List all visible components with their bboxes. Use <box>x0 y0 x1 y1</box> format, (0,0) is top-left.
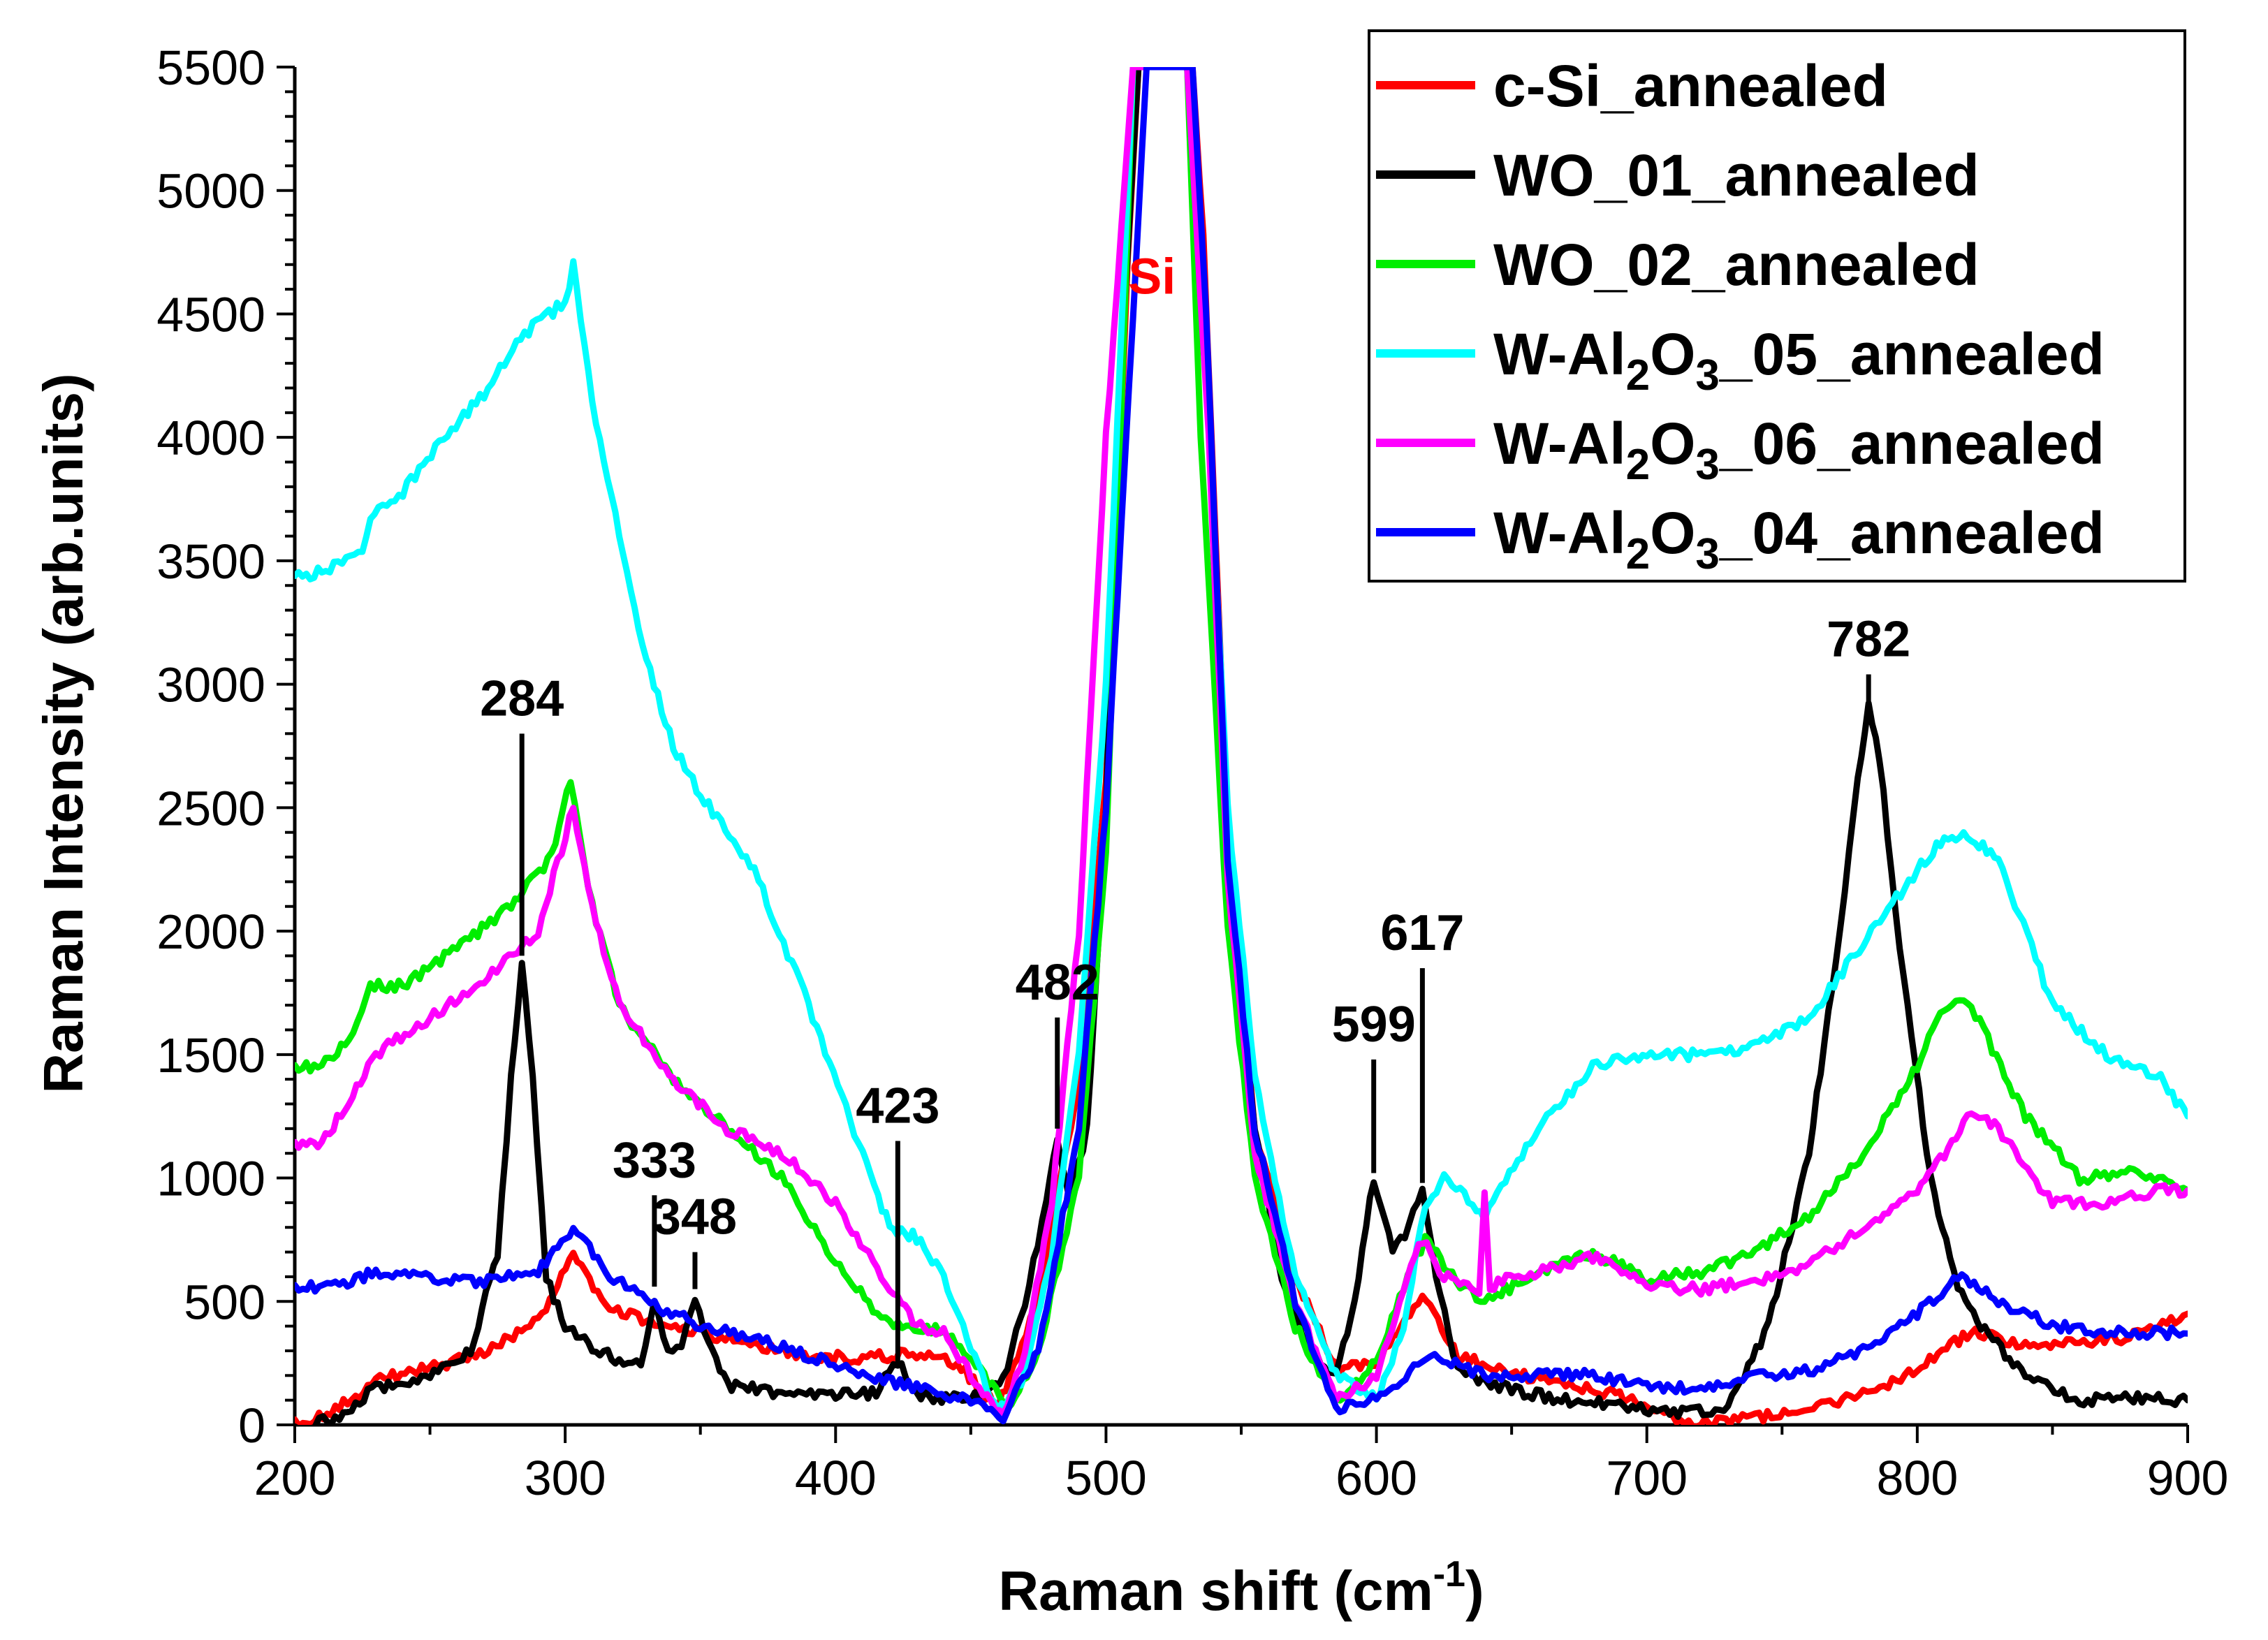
peak-label-423: 423 <box>856 1078 939 1134</box>
legend-label: WO_01_annealed <box>1493 142 1980 208</box>
legend-label: c-Si_annealed <box>1493 53 1888 119</box>
x-tick-label: 600 <box>1336 1451 1417 1505</box>
y-tick-label: 1000 <box>156 1152 265 1206</box>
si-label: Si <box>1128 249 1176 305</box>
y-tick-label: 2000 <box>156 905 265 959</box>
x-tick-label: 800 <box>1876 1451 1958 1505</box>
y-tick-label: 5500 <box>156 41 265 95</box>
x-tick-label: 400 <box>795 1451 877 1505</box>
legend-label: W-Al2O3_04_annealed <box>1493 500 2105 578</box>
peak-label-782: 782 <box>1827 611 1910 667</box>
peak-label-482: 482 <box>1016 955 1099 1011</box>
legend-box <box>1368 29 2186 583</box>
legend-label: W-Al2O3_06_annealed <box>1493 411 2105 489</box>
y-tick-label: 3000 <box>156 658 265 712</box>
y-tick-label: 1500 <box>156 1028 265 1083</box>
y-tick-label: 5000 <box>156 164 265 219</box>
x-tick-label: 300 <box>525 1451 606 1505</box>
x-axis-title: Raman shift (cm-1) <box>998 1554 1484 1622</box>
y-tick-label: 4000 <box>156 411 265 465</box>
x-tick-label: 700 <box>1606 1451 1688 1505</box>
peak-label-284: 284 <box>480 671 564 726</box>
legend: c-Si_annealed WO_01_annealed WO_02_anneale… <box>1368 29 2186 583</box>
series-group <box>295 67 2188 1425</box>
legend-label: WO_02_annealed <box>1493 232 1980 298</box>
axes: 200 300 400 500 600 700 800 900 0 500 1000 1500 2000… <box>156 41 2228 1505</box>
y-tick-label: 4500 <box>156 287 265 342</box>
peak-label-599: 599 <box>1332 997 1416 1053</box>
y-tick-label: 500 <box>184 1275 265 1329</box>
series-W-Al2O3_05_annealed <box>295 67 2188 1413</box>
x-tick-label: 200 <box>254 1451 336 1505</box>
y-tick-label: 0 <box>238 1398 265 1453</box>
peak-label-617: 617 <box>1380 905 1464 961</box>
y-tick-label: 3500 <box>156 534 265 589</box>
peak-label-333: 333 <box>613 1132 696 1188</box>
peak-label-348: 348 <box>653 1189 737 1245</box>
y-axis-title: Raman Intensity (arb.units) <box>32 373 94 1093</box>
series-W-Al2O3_04_annealed <box>295 67 2188 1425</box>
legend-label: W-Al2O3_05_annealed <box>1493 321 2105 400</box>
x-tick-label: 500 <box>1065 1451 1147 1505</box>
y-tick-label: 2500 <box>156 781 265 835</box>
x-tick-label: 900 <box>2147 1451 2229 1505</box>
